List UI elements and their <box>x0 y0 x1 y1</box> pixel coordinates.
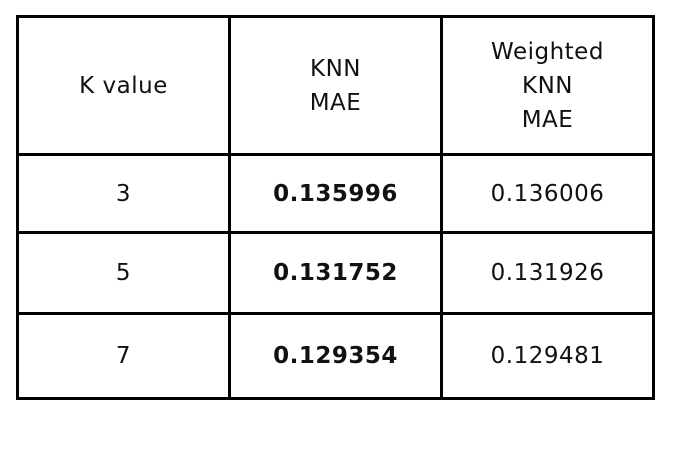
cell-knn-mae: 0.135996 <box>228 153 443 234</box>
cell-k-value: 3 <box>16 153 231 234</box>
cell-k-value: 5 <box>16 231 231 315</box>
header-row: K value KNN MAE Weighted KNN MAE <box>16 15 655 156</box>
header-knn-mae-line-2: MAE <box>309 89 362 116</box>
results-table: K value KNN MAE Weighted KNN MAE 3 0.135… <box>16 15 655 400</box>
cell-k-value: 7 <box>16 312 231 400</box>
cell-knn-mae: 0.129354 <box>228 312 443 400</box>
header-weighted-knn-mae-line-1: Weighted <box>491 38 604 65</box>
header-weighted-knn-mae-line-2: KNN <box>522 72 573 99</box>
header-weighted-knn-mae-line-3: MAE <box>521 106 574 133</box>
header-knn-mae-line-1: KNN <box>310 55 361 82</box>
cell-weighted-knn-mae: 0.136006 <box>440 153 655 234</box>
cell-knn-mae: 0.131752 <box>228 231 443 315</box>
cell-weighted-knn-mae: 0.129481 <box>440 312 655 400</box>
header-k-value-label: K value <box>79 72 168 99</box>
header-k-value: K value <box>16 15 231 156</box>
header-knn-mae: KNN MAE <box>228 15 443 156</box>
cell-weighted-knn-mae: 0.131926 <box>440 231 655 315</box>
table-row: 5 0.131752 0.131926 <box>16 231 655 315</box>
header-weighted-knn-mae: Weighted KNN MAE <box>440 15 655 156</box>
table-row: 7 0.129354 0.129481 <box>16 312 655 400</box>
table-row: 3 0.135996 0.136006 <box>16 153 655 234</box>
